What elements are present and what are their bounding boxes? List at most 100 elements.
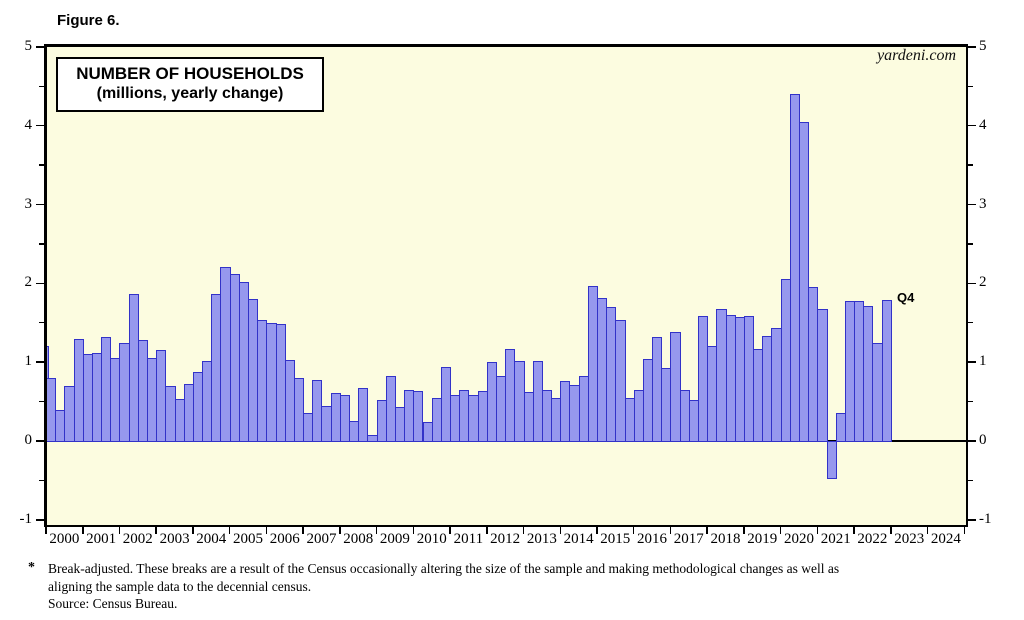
x-year-label: 2012: [490, 531, 521, 547]
y-major-tick-left: [36, 124, 44, 127]
bar-2017Q1: [670, 332, 681, 442]
bar-2010Q1: [413, 391, 424, 442]
plot-area: NUMBER OF HOUSEHOLDS (millions, yearly c…: [20, 38, 992, 547]
bar-2008Q1: [339, 395, 351, 442]
x-year-label: 2023: [894, 531, 925, 547]
chart-subtitle: (millions, yearly change): [96, 85, 284, 102]
plot-border-right: [965, 44, 968, 527]
y-major-tick-right: [968, 282, 976, 285]
x-year-tick: [890, 527, 892, 534]
x-year-tick: [339, 527, 341, 534]
x-year-label: 2021: [820, 531, 851, 547]
y-major-tick-left: [36, 203, 44, 206]
y-tick-label-right: -1: [979, 510, 992, 527]
x-year-tick: [265, 527, 268, 534]
x-year-tick: [486, 527, 488, 534]
x-year-label: 2010: [416, 531, 447, 547]
x-year-tick: [522, 527, 525, 534]
plot-border-top: [44, 44, 968, 47]
y-major-tick-left: [36, 440, 44, 442]
x-year-tick: [779, 527, 782, 534]
y-minor-tick-right: [968, 243, 973, 245]
chart-title: NUMBER OF HOUSEHOLDS: [76, 64, 304, 83]
y-major-tick-right: [968, 124, 976, 127]
x-year-tick: [816, 527, 819, 534]
y-minor-tick-right: [968, 322, 973, 324]
x-year-tick: [963, 527, 966, 534]
x-year-label: 2022: [857, 531, 888, 547]
x-year-label: 2000: [49, 531, 80, 547]
y-tick-label-right: 1: [979, 353, 987, 370]
y-minor-tick-right: [968, 164, 973, 166]
x-year-label: 2015: [600, 531, 631, 547]
x-year-label: 2018: [710, 531, 741, 547]
x-year-tick: [412, 527, 415, 534]
y-tick-label-left: 3: [24, 195, 33, 212]
x-year-label: 2024: [930, 531, 961, 547]
x-year-label: 2002: [122, 531, 153, 547]
y-tick-label-right: 3: [979, 195, 987, 212]
y-minor-tick-right: [968, 479, 973, 482]
x-year-tick: [743, 527, 745, 534]
last-bar-annotation: Q4: [897, 290, 915, 305]
y-tick-label-left: 1: [24, 353, 33, 370]
y-major-tick-right: [968, 440, 976, 442]
y-tick-label-right: 5: [979, 37, 987, 54]
y-major-tick-left: [36, 361, 44, 363]
x-year-tick: [449, 527, 451, 534]
x-year-label: 2011: [453, 531, 484, 547]
footnote-source: Source: Census Bureau.: [48, 596, 178, 611]
y-minor-tick-right: [968, 85, 973, 87]
x-year-label: 2004: [196, 531, 227, 547]
y-major-tick-right: [968, 519, 976, 521]
y-minor-tick-left: [39, 400, 44, 403]
x-year-label: 2007: [306, 531, 337, 547]
y-major-tick-left: [36, 282, 44, 285]
y-minor-tick-right: [968, 400, 973, 403]
x-year-tick: [926, 527, 929, 534]
x-year-label: 2017: [673, 531, 704, 547]
x-year-tick: [669, 527, 672, 534]
x-year-tick: [853, 527, 855, 534]
bar-2021Q1: [817, 308, 828, 442]
y-tick-label-left: -1: [19, 510, 33, 527]
x-year-label: 2006: [269, 531, 300, 547]
x-year-label: 2009: [379, 531, 410, 547]
y-tick-label-left: 2: [24, 274, 33, 291]
footnote-line2: aligning the sample data to the decennia…: [48, 578, 312, 594]
x-year-label: 2013: [526, 531, 557, 547]
x-year-tick: [155, 527, 157, 534]
x-year-label: 2008: [343, 531, 374, 547]
plot-border-bottom: [44, 524, 968, 527]
y-tick-label-left: 4: [24, 116, 33, 133]
x-year-tick: [192, 527, 194, 534]
watermark-yardeni: yardeni.com: [877, 47, 956, 64]
x-year-tick: [302, 527, 304, 534]
x-year-tick: [706, 527, 708, 534]
y-tick-label-left: 5: [24, 37, 33, 54]
bar-2021Q2: [826, 441, 837, 480]
y-minor-tick-left: [39, 479, 44, 482]
x-year-label: 2001: [86, 531, 117, 547]
y-minor-tick-left: [39, 322, 44, 324]
chart-title-box: NUMBER OF HOUSEHOLDS (millions, yearly c…: [56, 57, 324, 112]
x-year-tick: [559, 527, 562, 534]
bar-2022Q4: [881, 299, 892, 442]
y-minor-tick-left: [39, 243, 44, 245]
y-tick-label-right: 0: [979, 432, 987, 448]
plot-border-left: [44, 44, 47, 527]
y-minor-tick-left: [39, 164, 44, 166]
y-tick-label-left: 0: [24, 432, 33, 448]
bar-2006Q4: [293, 377, 305, 442]
y-major-tick-right: [968, 46, 976, 48]
y-tick-label-right: 4: [979, 116, 987, 133]
x-year-tick: [82, 527, 84, 534]
x-year-tick: [375, 527, 378, 534]
bar-2015Q3: [615, 319, 626, 442]
x-year-label: 2003: [159, 531, 190, 547]
x-year-tick: [118, 527, 121, 534]
y-major-tick-right: [968, 361, 976, 363]
y-minor-tick-left: [39, 85, 44, 87]
x-year-label: 2014: [563, 531, 594, 547]
x-year-label: 2019: [747, 531, 778, 547]
